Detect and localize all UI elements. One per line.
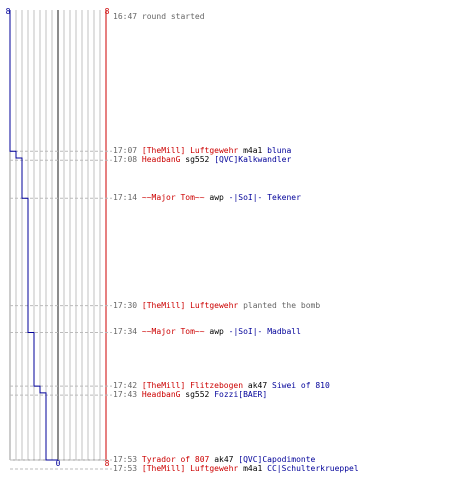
killer-name: ~~Major Tom~~ — [141, 193, 205, 203]
weapon-name: ak47 — [214, 455, 234, 464]
victim-name: CC|Schulterkrueppel — [267, 464, 359, 473]
event-row: 16:47 round started — [113, 12, 205, 22]
event-row: 17:53 [TheMill] Luftgewehr m4a1 CC|Schul… — [113, 464, 359, 474]
victim-name: Fozzi[BAER] — [214, 390, 268, 400]
weapon-name: ak47 — [247, 381, 268, 391]
killer-name: HeadbanG — [141, 155, 181, 165]
event-time: 17:34 — [113, 327, 138, 337]
victim-name: -|SoI|- Madball — [228, 327, 301, 337]
event-time: 17:43 — [113, 390, 138, 400]
event-row: 17:07 [TheMill] Luftgewehr m4a1 bluna — [113, 146, 291, 156]
event-guide-lines — [10, 150, 112, 470]
killer-name: ~~Major Tom~~ — [141, 327, 205, 337]
weapon-name: awp — [209, 327, 224, 337]
victim-name: Siwei of 810 — [272, 381, 330, 391]
event-time: 17:42 — [113, 381, 138, 391]
t-alive-start-label: 8 — [105, 7, 110, 16]
weapon-name: sg552 — [185, 390, 210, 400]
event-time: 17:30 — [113, 300, 138, 310]
ct-alive-end-label: 0 — [56, 459, 61, 468]
event-row: 17:08 HeadbanG sg552 [QVC]Kalkwandler — [113, 155, 291, 165]
killer-name: Tyrador of 807 — [141, 455, 210, 464]
weapon-name: awp — [209, 193, 224, 203]
event-row: 17:34 ~~Major Tom~~ awp -|SoI|- Madball — [113, 327, 301, 337]
event-text: round started — [141, 12, 205, 21]
victim-name: [QVC]Kalkwandler — [214, 155, 292, 165]
round-timeline-chart: 8 8 0 8 — [6, 7, 112, 470]
t-alive-end-label: 8 — [105, 459, 110, 468]
event-time: 17:08 — [113, 155, 138, 165]
killer-name: [TheMill] Luftgewehr — [141, 146, 239, 156]
event-time: 17:53 — [113, 464, 138, 473]
killer-name: [TheMill] Luftgewehr — [141, 464, 239, 473]
event-time: 16:47 — [113, 12, 138, 21]
victim-name: -|SoI|- Tekener — [228, 193, 301, 203]
event-row: 17:43 HeadbanG sg552 Fozzi[BAER] — [113, 390, 267, 400]
ct-alive-start-label: 8 — [6, 7, 11, 16]
killer-name: HeadbanG — [141, 390, 181, 400]
event-time: 17:14 — [113, 193, 138, 203]
victim-name: [QVC]Capodimonte — [238, 455, 316, 464]
weapon-name: m4a1 — [243, 464, 263, 473]
event-row: 17:53 Tyrador of 807 ak47 [QVC]Capodimon… — [113, 455, 315, 465]
ct-alive-step-line — [9, 10, 58, 461]
weapon-name: sg552 — [185, 155, 210, 165]
event-row: 17:30 [TheMill] Luftgewehr planted the b… — [113, 301, 320, 311]
victim-name: bluna — [267, 146, 292, 156]
event-row: 17:14 ~~Major Tom~~ awp -|SoI|- Tekener — [113, 193, 301, 203]
weapon-name: m4a1 — [243, 146, 263, 156]
killer-name: [TheMill] Flitzebogen — [141, 381, 244, 391]
event-time: 17:53 — [113, 455, 138, 464]
timeline-grid — [9, 10, 107, 461]
killer-name: [TheMill] Luftgewehr — [141, 300, 239, 310]
event-row: 17:42 [TheMill] Flitzebogen ak47 Siwei o… — [113, 381, 330, 391]
event-time: 17:07 — [113, 146, 138, 156]
event-text: planted the bomb — [243, 300, 321, 310]
